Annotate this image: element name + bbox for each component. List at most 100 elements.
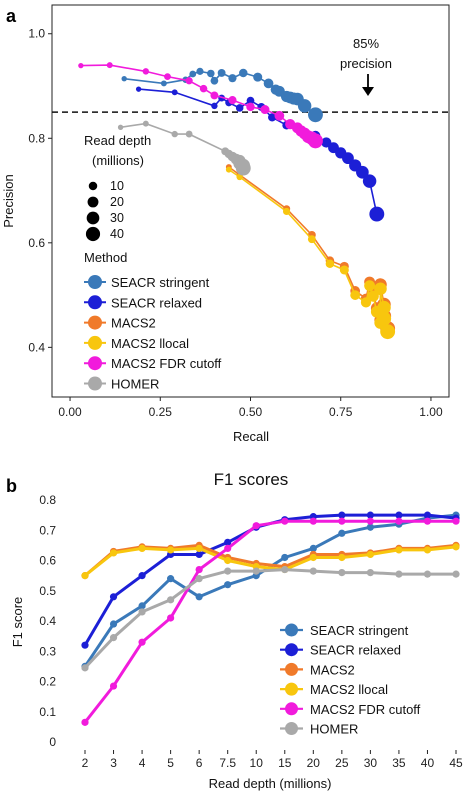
f1-point-seacr-stringent-1 xyxy=(109,620,118,628)
series-homer xyxy=(117,120,251,176)
f1-point-homer-2 xyxy=(138,608,146,616)
precision-annotation: 85% precision xyxy=(340,36,392,96)
f1-point-seacr-relaxed-11 xyxy=(395,511,403,519)
f1-point-seacr-relaxed-5 xyxy=(224,538,232,546)
point-macs2-fdr-cutoff-6 xyxy=(210,91,219,100)
point-macs2-llocal-14 xyxy=(376,311,392,326)
f1-series-macs2-llocal xyxy=(81,543,460,580)
size-legend-label-40: 40 xyxy=(110,227,124,241)
f1-legend-label-seacr-stringent: SEACR stringent xyxy=(310,623,409,638)
panel-a-series xyxy=(78,62,396,340)
x-tick-label-0-25: 0.25 xyxy=(149,405,173,419)
f1-point-macs2-llocal-12 xyxy=(423,546,432,554)
x-tick-label-0-50: 0.50 xyxy=(239,405,263,419)
f1-point-macs2-fdr-cutoff-6 xyxy=(252,522,260,530)
f1-line-homer xyxy=(83,568,456,669)
f1-point-seacr-stringent-9 xyxy=(338,529,346,537)
point-seacr-stringent-9 xyxy=(239,68,248,78)
f1-point-macs2-fdr-cutoff-2 xyxy=(138,638,146,646)
point-macs2-fdr-cutoff-2 xyxy=(142,68,150,75)
point-macs2-llocal-13 xyxy=(377,300,391,315)
legend-label-homer: HOMER xyxy=(111,377,159,392)
f1-legend-label-seacr-relaxed: SEACR relaxed xyxy=(310,643,401,658)
f1-legend-label-macs2-fdr-cutoff: MACS2 FDR cutoff xyxy=(310,702,421,717)
y-tick-label-0-6: 0.6 xyxy=(28,236,45,250)
b-x-tick-label-6: 6 xyxy=(196,756,203,770)
f1-point-macs2-llocal-1 xyxy=(109,549,118,557)
point-seacr-stringent-1 xyxy=(160,80,167,87)
size-legend-items: 10 20 30 40 xyxy=(85,179,124,242)
b-x-tick-label-15: 15 xyxy=(278,756,292,770)
series-macs2 xyxy=(225,164,396,336)
point-macs2-fdr-cutoff-4 xyxy=(185,77,193,85)
f1-point-seacr-stringent-8 xyxy=(309,544,317,553)
f1-point-macs2-llocal-3 xyxy=(167,546,175,554)
f1-point-macs2-llocal-0 xyxy=(81,572,89,580)
f1-point-homer-7 xyxy=(281,565,289,574)
size-legend-label-30: 30 xyxy=(110,211,124,225)
legend-label-macs2: MACS2 xyxy=(111,316,156,331)
f1-legend-dot-macs2-llocal xyxy=(285,682,298,696)
panel-b-ylabel: F1 score xyxy=(10,597,25,648)
f1-point-macs2-llocal-11 xyxy=(395,546,403,554)
b-x-tick-label-10: 10 xyxy=(250,756,264,770)
line-macs2-fdr-cutoff xyxy=(80,64,316,142)
f1-point-homer-10 xyxy=(366,569,374,577)
y-tick-label-0-4: 0.4 xyxy=(28,340,45,354)
f1-point-macs2-fdr-cutoff-0 xyxy=(81,718,89,726)
point-macs2-llocal-8 xyxy=(364,280,376,292)
point-seacr-stringent-18 xyxy=(297,99,312,113)
point-macs2-fdr-cutoff-10 xyxy=(274,110,285,121)
b-x-tick-label-20: 20 xyxy=(307,756,321,770)
f1-point-macs2-fdr-cutoff-1 xyxy=(109,682,118,690)
point-seacr-stringent-4 xyxy=(196,67,204,75)
point-seacr-stringent-0 xyxy=(121,76,127,82)
method-legend-title: Method xyxy=(84,250,127,265)
panel-a-ticks: 0.00 0.25 0.50 0.75 1.00 0.4 0.6 0.8 1.0 xyxy=(28,27,443,419)
size-legend-title-1: Read depth xyxy=(84,133,151,148)
f1-point-macs2-fdr-cutoff-9 xyxy=(338,517,346,525)
legend-label-macs2-fdr-cutoff: MACS2 FDR cutoff xyxy=(111,356,222,371)
point-homer-0 xyxy=(117,124,124,130)
f1-point-seacr-relaxed-2 xyxy=(138,572,146,580)
f1-point-macs2-llocal-13 xyxy=(452,543,460,551)
f1-point-homer-5 xyxy=(224,567,232,575)
b-y-tick-label-0-3: 0.3 xyxy=(39,644,56,658)
f1-point-macs2-fdr-cutoff-3 xyxy=(167,614,175,622)
b-y-tick-label-0-7: 0.7 xyxy=(39,523,56,537)
f1-point-seacr-relaxed-10 xyxy=(366,511,374,519)
legend-dot-macs2 xyxy=(88,315,102,330)
panel-b-title: F1 scores xyxy=(214,470,289,489)
f1-point-macs2-fdr-cutoff-4 xyxy=(195,565,203,574)
f1-point-macs2-fdr-cutoff-12 xyxy=(423,517,432,525)
f1-point-homer-6 xyxy=(252,567,260,575)
point-macs2-llocal-12 xyxy=(374,282,387,296)
f1-point-seacr-relaxed-9 xyxy=(338,511,346,519)
legend-dot-homer xyxy=(88,376,102,391)
f1-point-seacr-stringent-5 xyxy=(224,581,232,589)
f1-point-seacr-stringent-4 xyxy=(195,593,203,601)
f1-legend-dot-homer xyxy=(285,722,298,735)
point-seacr-relaxed-8 xyxy=(268,113,277,122)
panel-a: a 0.00 0.25 0.50 0.75 1.00 0.4 0.6 0.8 1.0 85% p… xyxy=(1,4,450,444)
legend-label-seacr-stringent: SEACR stringent xyxy=(111,275,210,290)
point-seacr-stringent-5 xyxy=(207,69,215,78)
point-homer-11 xyxy=(235,160,251,176)
x-tick-label-0-75: 0.75 xyxy=(329,405,353,419)
point-macs2-fdr-cutoff-0 xyxy=(78,62,84,69)
x-tick-label-1-00: 1.00 xyxy=(419,405,443,419)
legend-dot-macs2-fdr-cutoff xyxy=(88,356,102,371)
f1-legend-label-macs2: MACS2 xyxy=(310,662,355,677)
point-seacr-relaxed-2 xyxy=(211,102,218,110)
point-macs2-llocal-1 xyxy=(236,173,243,181)
point-seacr-relaxed-5 xyxy=(235,104,244,112)
point-macs2-llocal-6 xyxy=(350,290,361,300)
f1-legend-dot-seacr-stringent xyxy=(285,623,298,637)
f1-point-homer-1 xyxy=(109,634,118,642)
point-macs2-fdr-cutoff-7 xyxy=(228,96,237,105)
size-legend-dot-40 xyxy=(85,226,101,242)
point-macs2-fdr-cutoff-5 xyxy=(199,84,208,93)
b-y-tick-label-0-1: 0.1 xyxy=(39,705,56,719)
f1-point-homer-8 xyxy=(309,567,317,575)
